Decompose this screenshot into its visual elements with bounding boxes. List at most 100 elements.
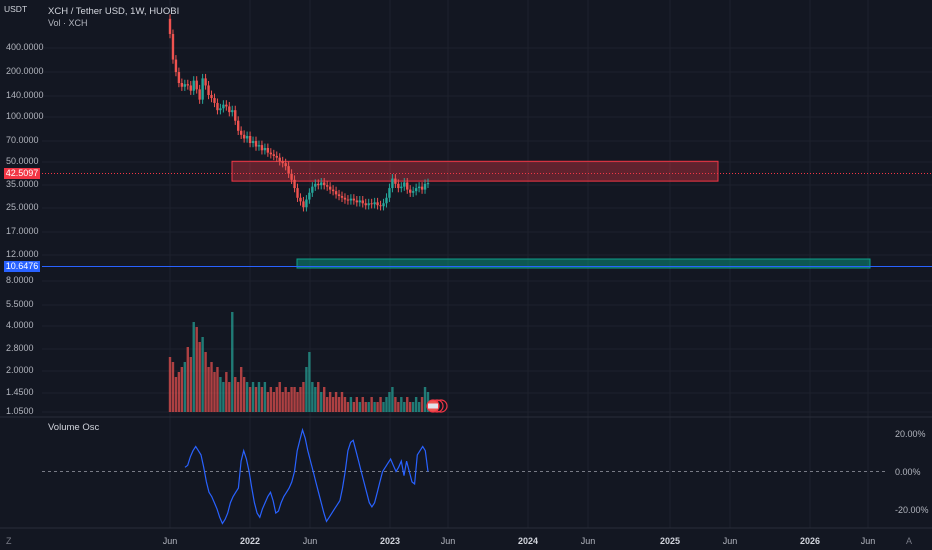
candle — [337, 194, 341, 197]
volume-bar — [278, 382, 281, 412]
candle — [367, 203, 370, 206]
candle — [219, 108, 222, 111]
volume-bar — [406, 397, 409, 412]
candle — [358, 200, 361, 203]
candle — [245, 135, 249, 139]
volume-bar — [403, 402, 406, 412]
volume-bar — [222, 382, 225, 412]
volume-bar — [337, 397, 341, 412]
volume-bar — [302, 382, 305, 412]
time-axis-label: 2022 — [239, 536, 261, 546]
candle — [275, 155, 278, 158]
candle — [239, 130, 243, 135]
candle — [391, 178, 394, 189]
volume-bar — [284, 387, 287, 412]
price-axis-label: 1.4500 — [6, 387, 34, 397]
volume-bar — [325, 397, 329, 412]
candle — [420, 186, 424, 190]
candle — [284, 163, 287, 167]
candle — [174, 59, 178, 73]
volume-bar — [394, 397, 397, 412]
candle — [388, 188, 391, 198]
volume-bar — [311, 382, 314, 412]
candle — [423, 183, 427, 190]
price-axis-label: 8.0000 — [6, 275, 34, 285]
volume-bar — [254, 387, 258, 412]
volume-bar — [207, 367, 210, 412]
candle — [296, 188, 299, 198]
volume-bar — [296, 392, 299, 412]
candle — [192, 80, 195, 91]
candles — [168, 14, 430, 212]
volume-bar — [293, 387, 296, 412]
volume-osc-line — [184, 427, 429, 525]
volume-bar — [257, 382, 261, 412]
candle — [225, 104, 228, 107]
candle — [242, 134, 246, 139]
volume-legend[interactable]: Vol · XCH — [48, 18, 88, 28]
volume-bar — [219, 377, 222, 412]
volume-bar — [331, 397, 335, 412]
support-zone[interactable] — [296, 258, 871, 269]
price-axis-label: 400.0000 — [6, 42, 44, 52]
volume-bar — [251, 382, 255, 412]
symbol-title[interactable]: XCH / Tether USD, 1W, HUOBI — [48, 6, 180, 17]
candle — [340, 196, 344, 198]
volume-bar — [320, 392, 323, 412]
volume-bar — [308, 352, 311, 412]
volume-bar — [323, 387, 326, 412]
volume-bar — [245, 382, 249, 412]
volume-bar — [400, 397, 403, 412]
volume-bar — [420, 397, 424, 412]
volume-bar — [317, 382, 320, 412]
volume-bar — [409, 402, 412, 412]
price-axis-label: 5.5000 — [6, 299, 34, 309]
auto-scale-icon[interactable]: A — [906, 536, 913, 546]
volume-bar — [234, 377, 237, 412]
volume-bar — [305, 367, 308, 412]
time-axis-label: 2024 — [517, 536, 539, 546]
volume-bar — [328, 392, 332, 412]
volume-bar — [364, 402, 367, 412]
candle — [394, 178, 397, 184]
candle — [272, 154, 275, 156]
line-price-badge: 10.6476 — [4, 261, 40, 272]
candle — [171, 33, 175, 60]
volume-bar — [192, 322, 195, 412]
candle — [281, 161, 284, 164]
replay-icon[interactable] — [426, 399, 448, 413]
time-axis-label: Jun — [722, 536, 738, 546]
candle — [406, 182, 409, 190]
timezone-icon[interactable]: Z — [6, 536, 12, 546]
volume-bar — [379, 397, 382, 412]
price-axis-label: 70.0000 — [6, 135, 39, 145]
volume-bar — [266, 392, 270, 412]
candle — [248, 135, 252, 144]
price-axis-label: 35.0000 — [6, 179, 39, 189]
candle — [409, 189, 412, 193]
time-axis-label: Jun — [860, 536, 876, 546]
price-axis-label: 17.0000 — [6, 226, 39, 236]
candle — [320, 182, 323, 186]
candle — [364, 203, 367, 206]
volume-bar — [287, 392, 290, 412]
resistance-zone[interactable] — [231, 160, 719, 182]
osc-title[interactable]: Volume Osc — [48, 422, 100, 433]
volume-bar — [263, 382, 267, 412]
candle — [257, 145, 261, 147]
osc-axis-label: -20.00% — [895, 505, 929, 515]
volume-bar — [198, 342, 201, 412]
volume-bar — [411, 402, 415, 412]
volume-bar — [299, 387, 302, 412]
candle — [287, 166, 290, 174]
candle — [216, 102, 219, 111]
candle — [397, 183, 400, 189]
candle — [186, 84, 189, 86]
time-axis-label: Jun — [302, 536, 318, 546]
candle — [290, 173, 293, 180]
time-axis-label: 2026 — [799, 536, 821, 546]
volume-bar — [314, 387, 317, 412]
volume-bar — [391, 387, 394, 412]
volume-bar — [225, 372, 228, 412]
